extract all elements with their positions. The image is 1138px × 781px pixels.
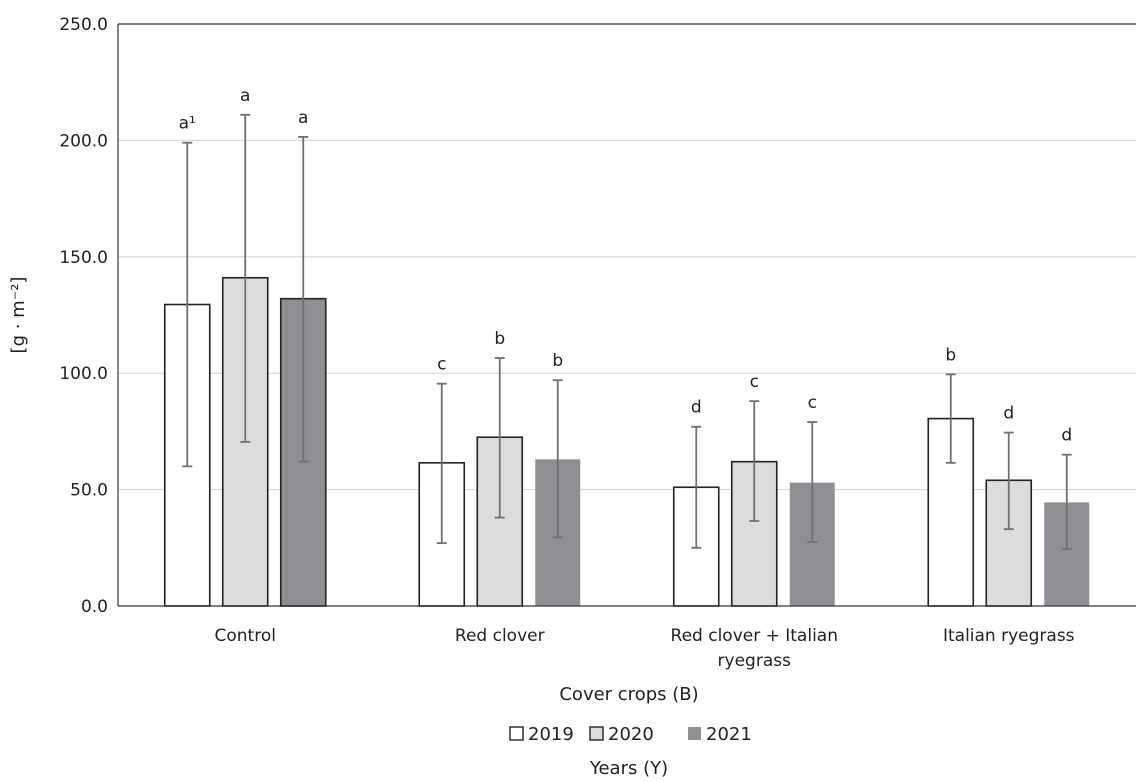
x-category-label: ryegrass [718,651,792,671]
axes [117,23,1136,607]
significance-label: d [1061,426,1072,446]
significance-label: b [945,345,956,365]
legend-swatch-2019 [509,726,524,741]
legend: 2019 2020 2021 [509,724,752,745]
legend-label-2019: 2019 [528,724,574,745]
x-axis-categories: Control Red clover Red clover + Italian rye… [215,626,1075,671]
gridlines [118,23,1136,491]
significance-labels: a¹ a a c b b d c c b d d [179,86,1073,446]
significance-label: b [494,329,505,349]
significance-label: c [808,393,817,413]
y-tick-label: 200.0 [59,131,108,151]
significance-label: a [298,108,308,128]
y-tick-label: 250.0 [59,15,108,35]
legend-title: Years (Y) [589,758,668,779]
significance-label: a [240,86,250,106]
y-axis-title: [g · m⁻²] [8,277,29,354]
x-axis-title: Cover crops (B) [559,684,698,705]
significance-label: d [691,398,702,418]
legend-swatch-2021 [688,727,701,740]
y-axis-ticks: 0.0 50.0 100.0 150.0 200.0 250.0 [59,15,108,617]
legend-swatch-2020 [589,726,604,741]
x-category-label: Control [215,626,276,646]
y-tick-label: 150.0 [59,248,108,268]
x-category-label: Italian ryegrass [943,626,1075,646]
x-category-label: Red clover [455,626,545,646]
y-tick-label: 0.0 [81,597,108,617]
x-category-label: Red clover + Italian [671,626,838,646]
significance-label: c [750,372,759,392]
y-tick-label: 50.0 [70,481,108,501]
significance-label: a¹ [179,114,196,134]
error-bars [182,113,1072,550]
significance-label: d [1003,404,1014,424]
significance-label: b [552,351,563,371]
significance-label: c [437,355,446,375]
legend-label-2020: 2020 [608,724,654,745]
y-tick-label: 100.0 [59,364,108,384]
legend-label-2021: 2021 [706,724,752,745]
